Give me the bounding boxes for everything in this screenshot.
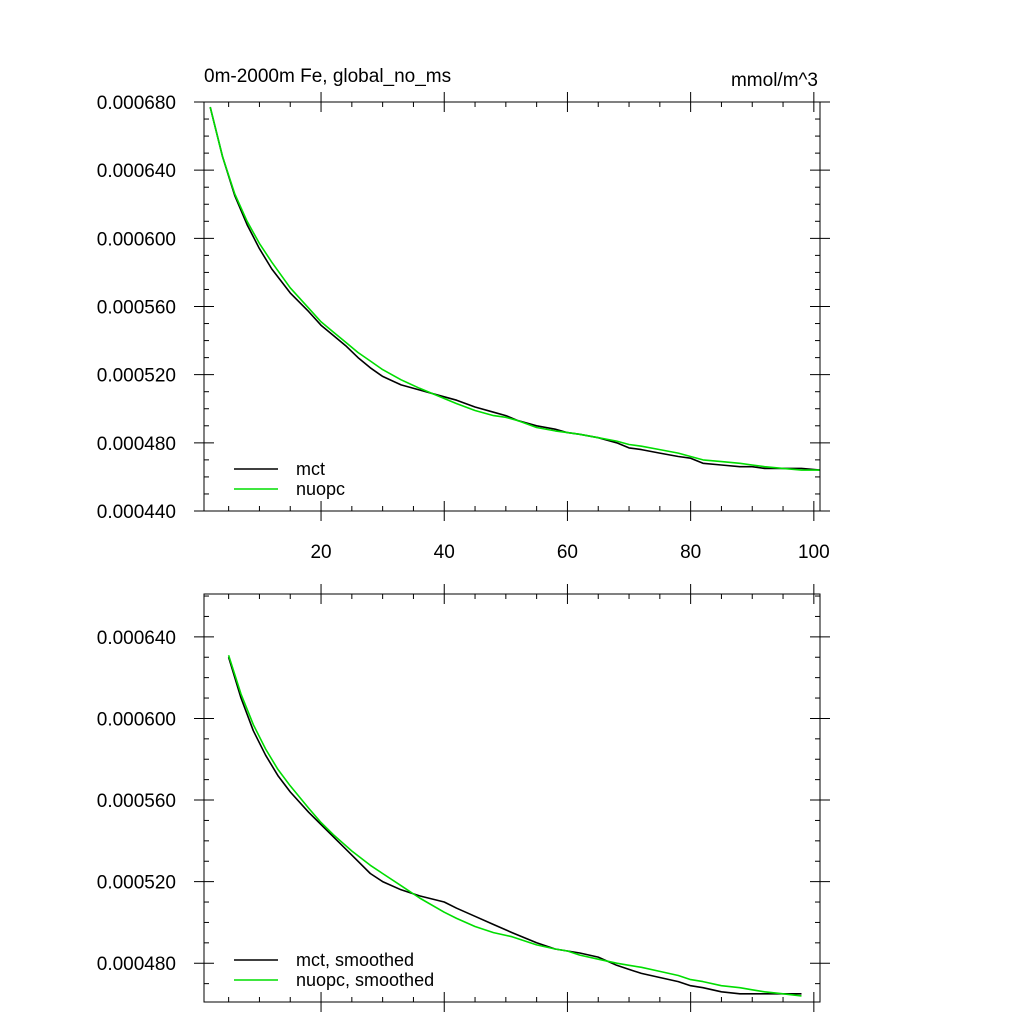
chart-title: 0m-2000m Fe, global_no_ms [204, 66, 451, 87]
legend-label: mct, smoothed [296, 950, 414, 970]
y-tick-label: 0.000680 [97, 93, 176, 114]
y-tick-label: 0.000600 [97, 229, 176, 250]
axis-ticks [194, 92, 830, 521]
series-line-1 [227, 654, 802, 997]
y-axis-tick-labels: 0.000480 0.000520 0.000560 0.000600 0.000640 [97, 628, 176, 975]
axis-ticks [194, 584, 830, 1012]
legend-label: nuopc [296, 479, 345, 499]
x-tick-label: 100 [798, 542, 830, 563]
y-axis-tick-labels: 0.000440 0.000480 0.000520 0.000560 0.000600… [97, 93, 176, 523]
legend-label: nuopc, smoothed [296, 970, 434, 990]
series-lines [209, 106, 821, 471]
panel-top: 0m-2000m Fe, global_no_ms mmol/m^3 0.000… [97, 66, 830, 563]
x-tick-label: 40 [434, 542, 455, 563]
x-tick-label: 20 [310, 542, 331, 563]
series-line-0 [209, 106, 821, 471]
y-tick-label: 0.000640 [97, 628, 176, 649]
units-label: mmol/m^3 [731, 70, 818, 91]
plot-frame [203, 593, 821, 1003]
y-tick-label: 0.000560 [97, 298, 176, 319]
y-tick-label: 0.000600 [97, 709, 176, 730]
y-tick-label: 0.000560 [97, 791, 176, 812]
x-tick-label: 60 [557, 542, 578, 563]
series-line-0 [227, 656, 802, 995]
y-tick-label: 0.000480 [97, 954, 176, 975]
x-tick-label: 80 [680, 542, 701, 563]
x-axis-tick-labels: 20 40 60 80 100 [310, 542, 829, 563]
series-line-1 [209, 106, 820, 471]
y-tick-label: 0.000520 [97, 873, 176, 894]
y-tick-label: 0.000480 [97, 434, 176, 455]
y-tick-label: 0.000520 [97, 366, 176, 387]
panel-bottom: 0.000480 0.000520 0.000560 0.000600 0.000640… [97, 584, 830, 1012]
plot-frame [203, 101, 821, 512]
y-tick-label: 0.000640 [97, 161, 176, 182]
series-lines [227, 654, 802, 997]
y-tick-label: 0.000440 [97, 502, 176, 523]
legend-label: mct [296, 459, 325, 479]
